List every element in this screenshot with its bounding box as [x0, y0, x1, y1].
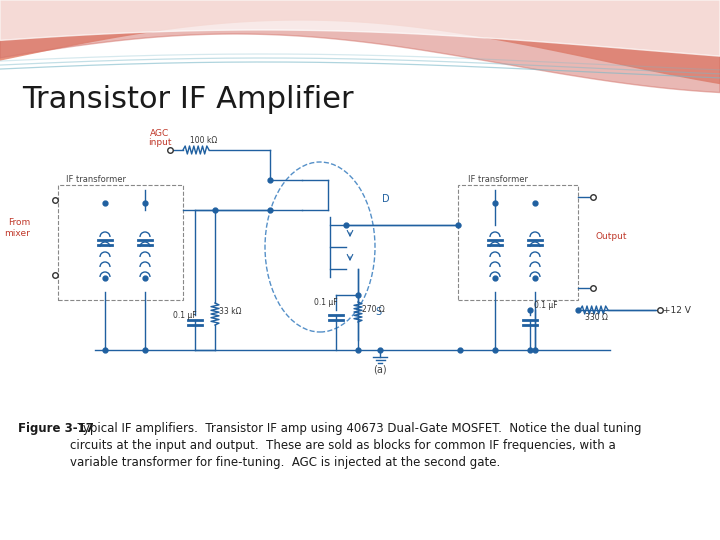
Text: IF transformer: IF transformer	[66, 175, 126, 184]
Text: 330 Ω: 330 Ω	[585, 313, 608, 322]
Text: 270 Ω: 270 Ω	[362, 305, 384, 314]
Text: input: input	[148, 138, 172, 147]
Text: IF transformer: IF transformer	[468, 175, 528, 184]
Text: From
mixer: From mixer	[4, 218, 30, 238]
Bar	[58, 185, 183, 300]
Text: Typical IF amplifiers.  Transistor IF amp using 40673 Dual-Gate MOSFET.  Notice : Typical IF amplifiers. Transistor IF amp…	[70, 422, 642, 469]
Text: +12 V: +12 V	[663, 306, 691, 315]
Text: D: D	[382, 194, 390, 204]
Text: S: S	[375, 307, 381, 317]
Text: AGC: AGC	[150, 129, 170, 138]
Text: 0.1 μF: 0.1 μF	[534, 301, 557, 310]
Text: (a): (a)	[373, 364, 387, 374]
Text: Figure 3-17: Figure 3-17	[18, 422, 94, 435]
Text: 0.1 μF: 0.1 μF	[173, 311, 197, 320]
Text: Output: Output	[596, 232, 628, 241]
Bar	[458, 185, 578, 300]
Text: 33 kΩ: 33 kΩ	[219, 307, 241, 316]
Text: 100 kΩ: 100 kΩ	[190, 136, 217, 145]
Text: Transistor IF Amplifier: Transistor IF Amplifier	[22, 85, 354, 114]
Text: 0.1 μF: 0.1 μF	[314, 298, 338, 307]
